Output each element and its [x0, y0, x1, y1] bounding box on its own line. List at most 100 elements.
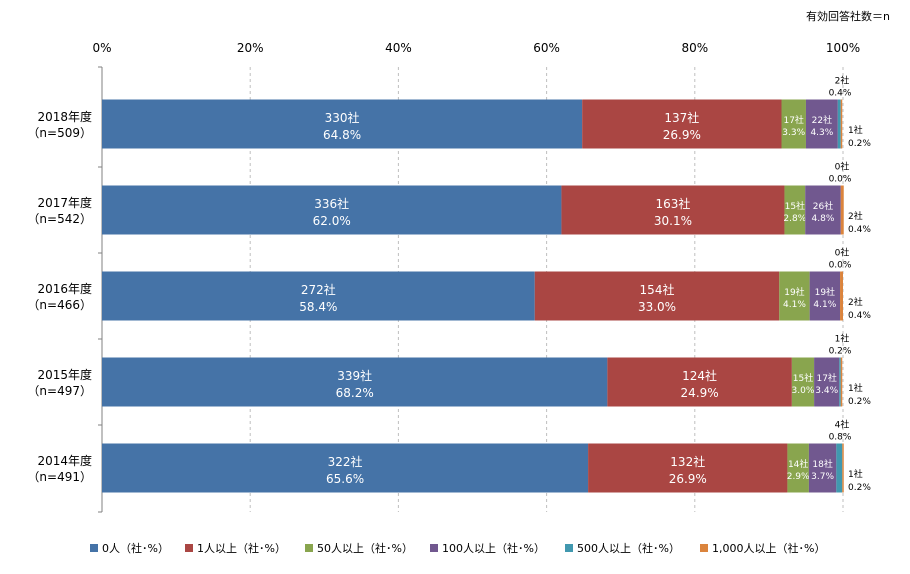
bar-segment [102, 357, 608, 407]
bar-segment [839, 357, 841, 407]
data-label-percent: 24.9% [681, 386, 719, 400]
bars: 330社 64.8% 137社 26.9% 17社 3.3% 22社 4.3% 2社 0.4% 1社… [102, 75, 871, 493]
data-label-percent: 4.1% [783, 300, 806, 310]
category-label-year: 2015年度 [37, 367, 92, 382]
data-label-count: 19社 [815, 286, 835, 298]
data-label-percent: 2.9% [787, 472, 810, 482]
data-label-percent: 0.2% [829, 347, 852, 357]
legend-label: 0人（社･%） [102, 541, 169, 555]
data-label-count: 339社 [337, 368, 372, 383]
legend-label: 1,000人以上（社･%） [712, 541, 825, 555]
data-label-count: 14社 [788, 458, 808, 470]
data-label-percent: 0.4% [848, 311, 871, 321]
bar-segment [534, 271, 780, 321]
bar-segment [791, 357, 815, 407]
bar-segment [102, 443, 589, 493]
data-label-count: 1社 [848, 382, 863, 394]
x-tick-label: 40% [385, 41, 412, 55]
x-tick-label: 60% [533, 41, 560, 55]
sample-size-note: 有効回答社数＝n [806, 9, 890, 23]
bar-segment [805, 99, 838, 149]
data-label-percent: 30.1% [654, 214, 692, 228]
bar-segment [840, 271, 843, 321]
bar-segment [814, 357, 840, 407]
y-axis-labels: 2018年度 （n=509） 2017年度 （n=542） 2016年度 （n=466） 2… [27, 109, 92, 484]
legend-swatch [700, 544, 708, 552]
category-label-n: （n=491） [27, 470, 92, 484]
data-label-percent: 26.9% [663, 128, 701, 142]
data-label-percent: 0.0% [829, 175, 852, 185]
category-label-n: （n=466） [27, 298, 92, 312]
bar-segment [561, 185, 785, 235]
bar-segment [836, 443, 843, 493]
bar-segment [588, 443, 788, 493]
legend-swatch [185, 544, 193, 552]
category-label-year: 2014年度 [37, 453, 92, 468]
legend-label: 100人以上（社･%） [442, 541, 545, 555]
data-label-count: 0社 [835, 247, 850, 259]
legend: 0人（社･%） 1人以上（社･%） 50人以上（社･%） 100人以上（社･%） 500… [90, 541, 825, 555]
data-label-percent: 4.1% [813, 300, 836, 310]
category-label-n: （n=497） [27, 384, 92, 398]
data-label-percent: 33.0% [638, 300, 676, 314]
bar-segment [102, 185, 562, 235]
data-label-count: 154社 [640, 282, 675, 297]
data-label-count: 26社 [813, 200, 833, 212]
data-label-count: 2社 [835, 75, 850, 87]
bar-segment [808, 443, 837, 493]
data-label-percent: 3.0% [792, 386, 815, 396]
data-label-percent: 0.2% [848, 139, 871, 149]
data-label-percent: 3.3% [782, 128, 805, 138]
bar-segment [842, 443, 844, 493]
data-label-count: 322社 [328, 454, 363, 469]
x-tick-label: 0% [92, 41, 111, 55]
data-label-percent: 0.2% [848, 483, 871, 493]
data-label-percent: 26.9% [669, 472, 707, 486]
data-label-percent: 2.8% [783, 214, 806, 224]
data-label-count: 1社 [848, 124, 863, 136]
data-label-count: 19社 [784, 286, 804, 298]
legend-label: 1人以上（社･%） [197, 541, 286, 555]
data-label-count: 15社 [785, 200, 805, 212]
data-label-percent: 0.4% [829, 89, 852, 99]
data-label-percent: 3.4% [815, 386, 838, 396]
data-label-percent: 4.8% [812, 214, 835, 224]
data-label-count: 4社 [835, 419, 850, 431]
x-tick-label: 100% [826, 41, 860, 55]
data-label-count: 15社 [793, 372, 813, 384]
data-label-count: 336社 [314, 196, 349, 211]
data-label-percent: 0.8% [829, 433, 852, 443]
bar-segment [582, 99, 782, 149]
data-label-count: 272社 [301, 282, 336, 297]
legend-label: 50人以上（社･%） [317, 541, 413, 555]
data-label-count: 0社 [835, 161, 850, 173]
data-label-count: 1社 [835, 333, 850, 345]
bar-segment [781, 99, 806, 149]
data-label-percent: 64.8% [323, 128, 361, 142]
bar-segment [809, 271, 841, 321]
data-label-count: 132社 [670, 454, 705, 469]
x-axis-ticks: 0% 20% 40% 60% 80% 100% [92, 41, 860, 55]
category-label-year: 2016年度 [37, 281, 92, 296]
bar-segment [837, 99, 841, 149]
category-label-n: （n=542） [27, 212, 92, 226]
data-label-count: 124社 [682, 368, 717, 383]
bar-segment [805, 185, 841, 235]
bar-segment [787, 443, 809, 493]
data-label-count: 17社 [783, 114, 803, 126]
data-label-count: 1社 [848, 468, 863, 480]
bar-segment [840, 185, 844, 235]
data-label-count: 163社 [655, 196, 690, 211]
data-label-percent: 4.3% [810, 128, 833, 138]
legend-swatch [90, 544, 98, 552]
data-label-count: 2社 [848, 210, 863, 222]
data-label-count: 137社 [664, 110, 699, 125]
category-label-year: 2017年度 [37, 195, 92, 210]
legend-swatch [430, 544, 438, 552]
legend-swatch [305, 544, 313, 552]
data-label-percent: 68.2% [336, 386, 374, 400]
bar-segment [102, 99, 583, 149]
legend-swatch [565, 544, 573, 552]
